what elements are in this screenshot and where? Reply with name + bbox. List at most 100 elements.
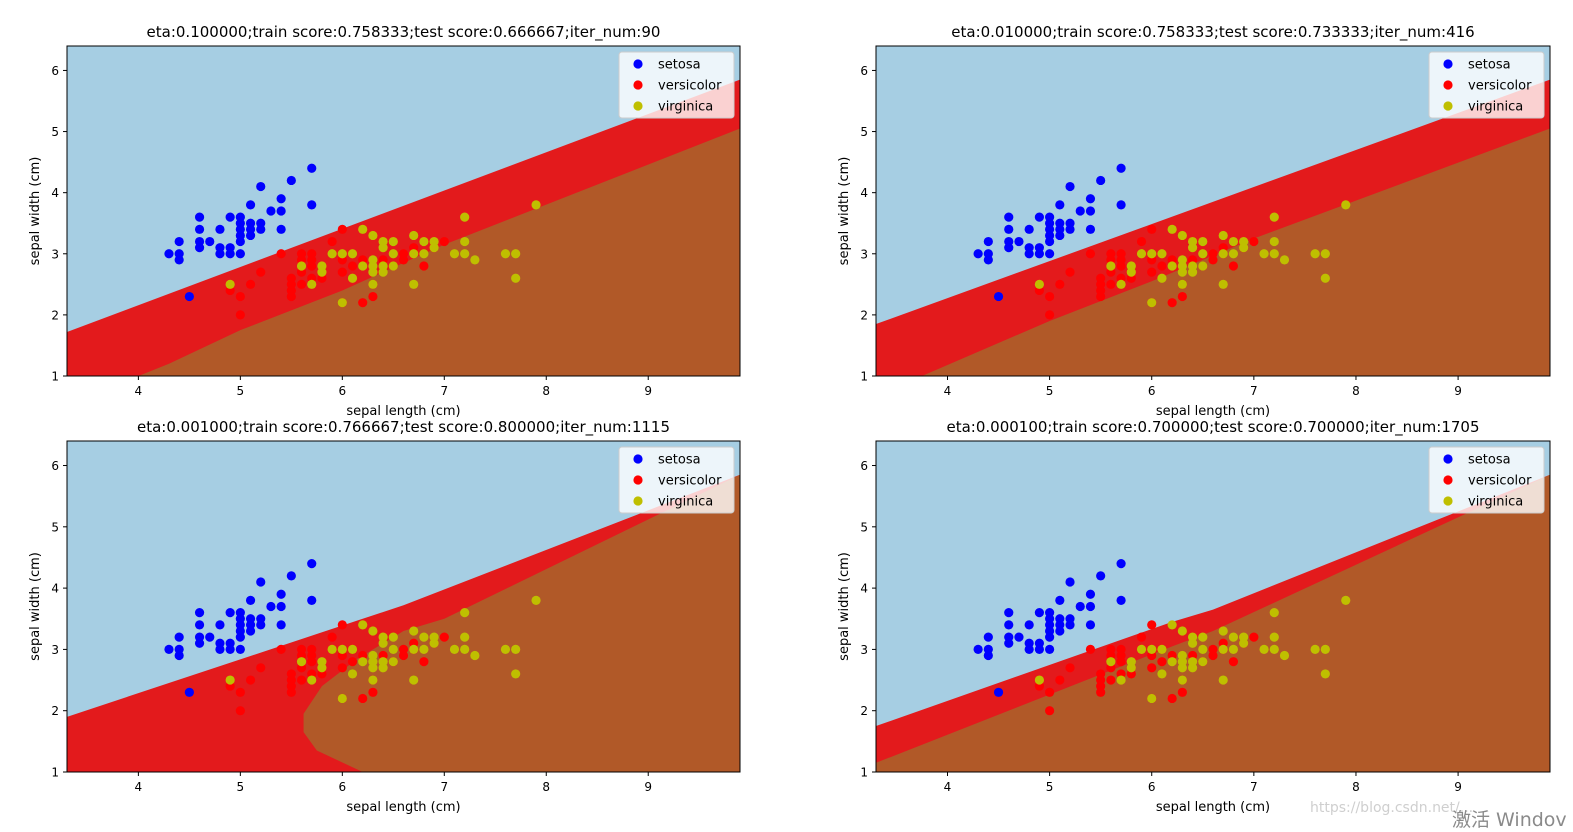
virginica-point xyxy=(388,632,398,642)
versicolor-point xyxy=(1249,632,1259,642)
y-tick-label: 5 xyxy=(51,520,59,534)
virginica-point xyxy=(368,650,378,661)
setosa-point xyxy=(225,638,235,648)
versicolor-point xyxy=(327,236,337,247)
versicolor-point xyxy=(398,644,409,655)
virginica-point xyxy=(500,644,511,655)
legend: setosa versicolor virginica xyxy=(618,446,735,514)
virginica-point xyxy=(460,212,470,222)
setosa-point xyxy=(184,687,194,697)
axes-frame xyxy=(875,440,1551,773)
setosa-point xyxy=(1075,206,1085,216)
versicolor-point xyxy=(245,675,256,685)
versicolor-point xyxy=(419,657,429,667)
setosa-point xyxy=(225,608,235,618)
setosa-point xyxy=(983,644,993,655)
virginica-point xyxy=(337,644,347,655)
versicolor-point xyxy=(1136,632,1147,642)
legend-label-virginica: virginica xyxy=(1468,495,1523,510)
legend-marker-setosa xyxy=(633,454,643,464)
versicolor-point xyxy=(1096,273,1106,283)
setosa-point xyxy=(256,614,266,624)
versicolor-point xyxy=(1106,644,1116,655)
virginica-point xyxy=(378,632,388,642)
virginica-point xyxy=(419,632,429,642)
virginica-point xyxy=(500,249,511,259)
virginica-point xyxy=(347,249,358,259)
subplot-4: 4 5 6 7 8 9 1 2 3 4 5 6 eta:0.000100;train score:0.7… xyxy=(837,418,1551,815)
chart-title: eta:0.010000;train score:0.758333;test s… xyxy=(951,23,1474,42)
chart-title: eta:0.000100;train score:0.700000;test s… xyxy=(946,418,1479,437)
virginica-point xyxy=(1177,230,1187,241)
setosa-point xyxy=(1085,589,1096,599)
versicolor-point xyxy=(286,669,296,679)
setosa-point xyxy=(1116,595,1126,605)
versicolor-point xyxy=(307,249,317,259)
virginica-point xyxy=(1198,261,1208,271)
virginica-point xyxy=(1218,626,1228,636)
y-tick-label: 2 xyxy=(860,308,868,322)
setosa-point xyxy=(1034,212,1044,222)
setosa-point xyxy=(1045,644,1055,655)
setosa-point xyxy=(1004,236,1014,247)
versicolor-point xyxy=(358,298,368,308)
axes-frame xyxy=(66,45,741,377)
versicolor-point xyxy=(1136,236,1147,247)
virginica-point xyxy=(1187,236,1198,247)
x-tick-label: 4 xyxy=(135,384,143,398)
setosa-point xyxy=(1014,236,1024,247)
virginica-point xyxy=(1198,657,1208,667)
virginica-point xyxy=(1187,657,1198,667)
virginica-point xyxy=(1279,255,1290,265)
virginica-point xyxy=(1269,249,1279,259)
legend-marker-versicolor xyxy=(1443,475,1453,485)
y-tick-label: 2 xyxy=(860,704,868,718)
versicolor-point xyxy=(1147,620,1157,630)
virginica-point xyxy=(1228,249,1239,259)
virginica-point xyxy=(1147,298,1157,308)
virginica-point xyxy=(1157,273,1167,283)
virginica-point xyxy=(358,261,368,271)
versicolor-point xyxy=(276,249,286,259)
virginica-point xyxy=(1034,675,1044,685)
versicolor-point xyxy=(235,291,245,302)
virginica-point xyxy=(378,261,388,271)
x-tick-label: 6 xyxy=(1148,780,1156,794)
virginica-point xyxy=(1177,279,1187,289)
y-tick-label: 1 xyxy=(860,766,868,780)
setosa-point xyxy=(174,249,184,259)
virginica-point xyxy=(1310,249,1320,259)
subplot-1: 4 5 6 7 8 9 1 2 3 4 5 6 eta:0.100000;train score:0.7… xyxy=(28,23,741,419)
setosa-point xyxy=(973,249,983,259)
setosa-point xyxy=(1045,608,1055,618)
virginica-point xyxy=(368,279,378,289)
versicolor-point xyxy=(256,663,266,673)
versicolor-point xyxy=(1147,267,1157,277)
versicolor-point xyxy=(1249,236,1259,247)
virginica-point xyxy=(449,644,460,655)
virginica-point xyxy=(388,249,398,259)
virginica-point xyxy=(1218,249,1228,259)
setosa-point xyxy=(256,181,266,192)
virginica-point xyxy=(1106,657,1116,667)
virginica-point xyxy=(1187,261,1198,271)
setosa-point xyxy=(307,558,317,569)
versicolor-point xyxy=(286,273,296,283)
setosa-point xyxy=(286,571,296,581)
virginica-point xyxy=(1218,279,1228,289)
versicolor-point xyxy=(1065,267,1075,277)
x-tick-label: 7 xyxy=(440,384,448,398)
y-tick-label: 1 xyxy=(51,766,59,780)
setosa-point xyxy=(1055,595,1065,605)
setosa-point xyxy=(1085,194,1096,204)
versicolor-point xyxy=(276,644,286,655)
series-virginica xyxy=(225,595,541,704)
virginica-point xyxy=(337,249,347,259)
x-tick-label: 7 xyxy=(1250,384,1258,398)
setosa-point xyxy=(993,291,1004,302)
setosa-point xyxy=(1004,212,1014,222)
virginica-point xyxy=(409,626,419,636)
virginica-point xyxy=(1167,224,1177,234)
setosa-point xyxy=(164,249,174,259)
setosa-point xyxy=(245,595,256,605)
